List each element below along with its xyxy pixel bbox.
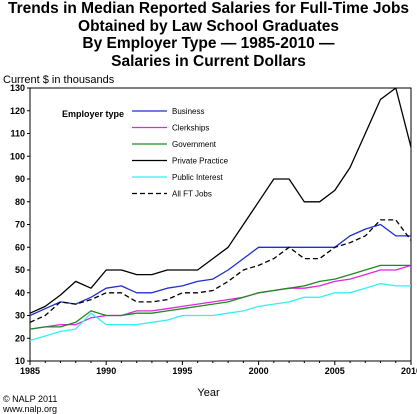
y-tick-label: 110 xyxy=(10,129,25,139)
y-axis-label: Current $ in thousands xyxy=(3,74,115,86)
x-tick-label: 1985 xyxy=(20,366,40,376)
y-tick-label: 70 xyxy=(15,220,25,230)
x-tick-label: 1990 xyxy=(96,366,116,376)
y-tick-label: 50 xyxy=(15,265,25,275)
x-tick-label: 2005 xyxy=(325,366,345,376)
chart-title: Trends in Median Reported Salaries for F… xyxy=(7,0,410,70)
y-tick-label: 10 xyxy=(15,356,25,366)
x-tick-label: 1995 xyxy=(172,366,192,376)
copyright-text: © NALP 2011 xyxy=(3,394,58,404)
series-line-government xyxy=(29,264,411,330)
y-tick-label: 90 xyxy=(15,174,25,184)
y-tick-label: 40 xyxy=(15,288,25,298)
series-line-business xyxy=(29,223,411,317)
legend: Employer type Business Clerkships Governmen… xyxy=(62,107,229,199)
y-tick-label: 120 xyxy=(10,106,25,116)
legend-label: All FT Jobs xyxy=(172,190,212,199)
legend-label: Public Interest xyxy=(172,173,223,182)
y-tick-label: 20 xyxy=(15,333,25,343)
legend-label: Government xyxy=(172,140,217,149)
series-lines xyxy=(29,87,412,342)
series-line-public-interest xyxy=(29,282,411,342)
legend-label: Clerkships xyxy=(172,124,209,133)
x-axis-label: Year xyxy=(197,387,220,399)
y-tick-label: 30 xyxy=(15,311,25,321)
axis-ticks: 10 20 30 40 50 60 70 80 90 100 110 120 130 1985 1990 19… xyxy=(10,83,417,376)
series-line-private-practice xyxy=(29,87,412,314)
legend-title: Employer type xyxy=(62,109,124,119)
x-tick-label: 2000 xyxy=(249,366,269,376)
website-text: www.nalp.org xyxy=(3,404,58,414)
legend-label: Private Practice xyxy=(172,157,229,166)
x-tick-label: 2010 xyxy=(401,366,417,376)
y-tick-label: 60 xyxy=(15,242,25,252)
series-line-clerkships xyxy=(29,264,412,330)
series-line-all-ft-jobs xyxy=(29,219,412,323)
legend-label: Business xyxy=(172,107,204,116)
y-tick-label: 130 xyxy=(10,83,25,93)
y-tick-label: 80 xyxy=(15,197,25,207)
y-tick-label: 100 xyxy=(10,151,25,161)
